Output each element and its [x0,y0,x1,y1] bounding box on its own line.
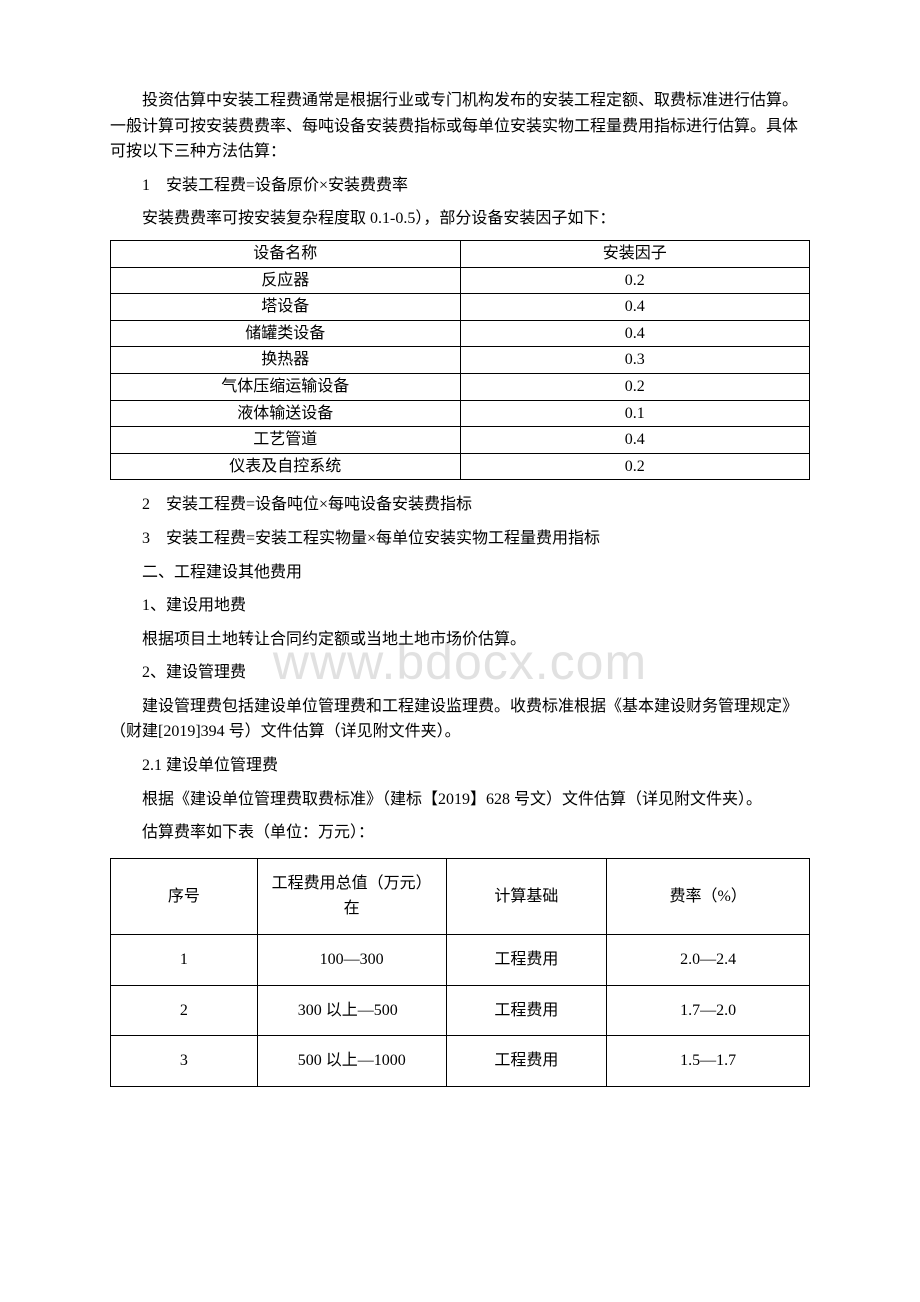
table-row: 塔设备 0.4 [111,294,810,321]
item-1-title: 1、建设用地费 [110,593,810,619]
cell-basis: 工程费用 [446,935,607,986]
cell-seq: 3 [111,1036,258,1087]
method-2: 2 安装工程费=设备吨位×每吨设备安装费指标 [110,492,810,518]
table-header-row: 设备名称 安装因子 [111,240,810,267]
cell-rate: 2.0—2.4 [607,935,810,986]
installation-factor-table: 设备名称 安装因子 反应器 0.2 塔设备 0.4 储罐类设备 0.4 换热器 … [110,240,810,480]
table-row: 反应器 0.2 [111,267,810,294]
table-row: 工艺管道 0.4 [111,427,810,454]
cell-equipment: 气体压缩运输设备 [111,373,461,400]
table-row: 液体输送设备 0.1 [111,400,810,427]
item-2-desc: 建设管理费包括建设单位管理费和工程建设监理费。收费标准根据《基本建设财务管理规定… [110,694,810,745]
col-header-range: 工程费用总值（万元）在 [257,858,446,934]
cell-equipment: 反应器 [111,267,461,294]
rate-note: 安装费费率可按安装复杂程度取 0.1-0.5），部分设备安装因子如下： [110,206,810,232]
cell-rate: 1.5—1.7 [607,1036,810,1087]
cell-range: 100—300 [257,935,446,986]
item-2-title: 2、建设管理费 [110,660,810,686]
item-1-desc: 根据项目土地转让合同约定额或当地土地市场价估算。 [110,627,810,653]
cell-factor: 0.4 [460,427,810,454]
cell-range: 300 以上—500 [257,985,446,1036]
cell-equipment: 换热器 [111,347,461,374]
cell-seq: 1 [111,935,258,986]
item-2-1-desc: 根据《建设单位管理费取费标准》（建标【2019】628 号文）文件估算（详见附文… [110,787,810,813]
document-content: 投资估算中安装工程费通常是根据行业或专门机构发布的安装工程定额、取费标准进行估算… [110,88,810,1087]
cell-factor: 0.4 [460,294,810,321]
cell-equipment: 储罐类设备 [111,320,461,347]
cell-factor: 0.3 [460,347,810,374]
section-2-title: 二、工程建设其他费用 [110,560,810,586]
col-header-seq: 序号 [111,858,258,934]
method-1: 1 安装工程费=设备原价×安装费费率 [110,173,810,199]
method-3: 3 安装工程费=安装工程实物量×每单位安装实物工程量费用指标 [110,526,810,552]
table-row: 2 300 以上—500 工程费用 1.7—2.0 [111,985,810,1036]
item-2-1-title: 2.1 建设单位管理费 [110,753,810,779]
cell-seq: 2 [111,985,258,1036]
table-row: 1 100—300 工程费用 2.0—2.4 [111,935,810,986]
cell-rate: 1.7—2.0 [607,985,810,1036]
table-row: 气体压缩运输设备 0.2 [111,373,810,400]
cell-factor: 0.4 [460,320,810,347]
table-row: 3 500 以上—1000 工程费用 1.5—1.7 [111,1036,810,1087]
table-row: 储罐类设备 0.4 [111,320,810,347]
table-row: 换热器 0.3 [111,347,810,374]
col-header-basis: 计算基础 [446,858,607,934]
col-header-equipment: 设备名称 [111,240,461,267]
table-header-row: 序号 工程费用总值（万元）在 计算基础 费率（%） [111,858,810,934]
cell-basis: 工程费用 [446,985,607,1036]
table-row: 仪表及自控系统 0.2 [111,453,810,480]
col-header-rate: 费率（%） [607,858,810,934]
cell-range: 500 以上—1000 [257,1036,446,1087]
col-header-factor: 安装因子 [460,240,810,267]
rate-table: 序号 工程费用总值（万元）在 计算基础 费率（%） 1 100—300 工程费用… [110,858,810,1087]
cell-factor: 0.2 [460,453,810,480]
cell-factor: 0.2 [460,267,810,294]
cell-factor: 0.2 [460,373,810,400]
table2-intro: 估算费率如下表（单位：万元）： [110,820,810,846]
cell-equipment: 液体输送设备 [111,400,461,427]
intro-paragraph: 投资估算中安装工程费通常是根据行业或专门机构发布的安装工程定额、取费标准进行估算… [110,88,810,165]
cell-factor: 0.1 [460,400,810,427]
cell-equipment: 仪表及自控系统 [111,453,461,480]
cell-basis: 工程费用 [446,1036,607,1087]
cell-equipment: 塔设备 [111,294,461,321]
cell-equipment: 工艺管道 [111,427,461,454]
